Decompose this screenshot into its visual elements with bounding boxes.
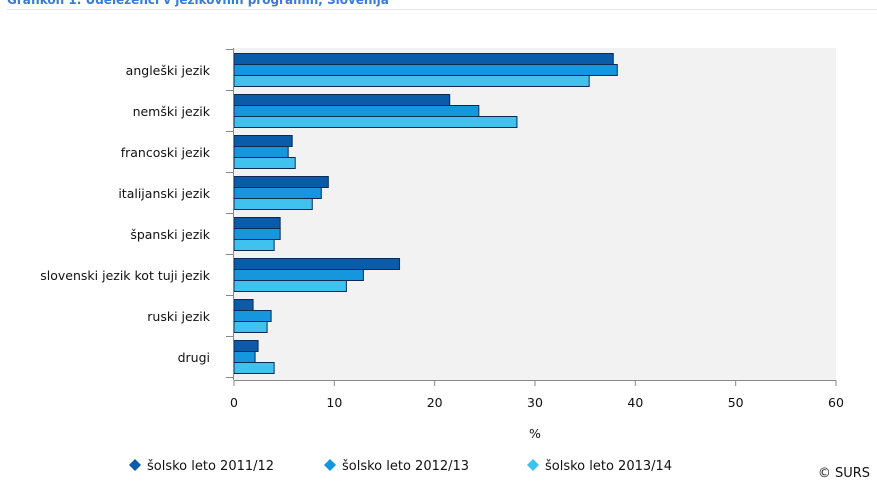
bar-1-1[interactable] — [233, 53, 614, 65]
category-label: italijanski jezik — [118, 186, 210, 201]
x-tick-label: 40 — [627, 395, 643, 410]
bar-1-5[interactable] — [233, 217, 281, 229]
bar-3-7[interactable] — [233, 321, 268, 333]
bar-3-3[interactable] — [233, 157, 296, 169]
bar-1-2[interactable] — [233, 94, 451, 106]
legend-item-3[interactable]: šolsko leto 2013/14 — [527, 459, 672, 474]
bar-2-3[interactable] — [233, 146, 289, 158]
x-tick-label: 10 — [326, 395, 342, 410]
bar-3-5[interactable] — [233, 239, 275, 251]
bar-2-7[interactable] — [233, 310, 272, 322]
bar-2-4[interactable] — [233, 187, 322, 199]
x-tick-label: 60 — [828, 395, 844, 410]
title-divider — [7, 9, 877, 10]
bar-1-6[interactable] — [233, 258, 401, 270]
legend-diamond-icon — [324, 459, 336, 471]
bar-2-6[interactable] — [233, 269, 364, 281]
x-tick-label: 50 — [728, 395, 744, 410]
category-label: slovenski jezik kot tuji jezik — [40, 268, 211, 283]
legend-item-2[interactable]: šolsko leto 2012/13 — [324, 459, 469, 474]
bar-2-8[interactable] — [233, 351, 256, 363]
legend-label: šolsko leto 2011/12 — [147, 459, 274, 474]
bar-1-8[interactable] — [233, 340, 259, 352]
legend-diamond-icon — [129, 459, 141, 471]
bar-3-1[interactable] — [233, 75, 590, 87]
legend-diamond-icon — [527, 459, 539, 471]
x-tick-label: 30 — [527, 395, 543, 410]
bar-3-4[interactable] — [233, 198, 313, 210]
credits-label[interactable]: © SURS — [818, 466, 870, 481]
bar-1-7[interactable] — [233, 299, 254, 311]
bar-3-2[interactable] — [233, 116, 518, 128]
bar-2-1[interactable] — [233, 64, 618, 76]
x-axis-title: % — [529, 426, 541, 441]
bar-3-6[interactable] — [233, 280, 347, 292]
legend-item-1[interactable]: šolsko leto 2011/12 — [129, 459, 274, 474]
bar-1-4[interactable] — [233, 176, 329, 188]
legend[interactable]: šolsko leto 2011/12 šolsko leto 2012/13 šo… — [129, 459, 672, 474]
legend-label: šolsko leto 2013/14 — [545, 459, 672, 474]
category-label: nemški jezik — [133, 104, 211, 119]
category-label: angleški jezik — [126, 63, 211, 78]
bar-2-2[interactable] — [233, 105, 480, 117]
category-label: francoski jezik — [121, 145, 211, 160]
bar-3-8[interactable] — [233, 362, 275, 374]
bar-2-5[interactable] — [233, 228, 281, 240]
x-tick-label: 0 — [230, 395, 238, 410]
labels-layer: angleški jezik nemški jezik francoski jezi… — [40, 63, 844, 441]
category-label: ruski jezik — [147, 309, 210, 324]
axis-layer — [226, 48, 837, 386]
x-tick-label: 20 — [427, 395, 443, 410]
category-label: drugi — [178, 350, 210, 365]
chart-title: Grafikon 1. Udeleženci v jezikovnih prog… — [7, 0, 389, 7]
legend-label: šolsko leto 2012/13 — [342, 459, 469, 474]
bar-1-3[interactable] — [233, 135, 293, 147]
category-label: španski jezik — [130, 227, 210, 242]
